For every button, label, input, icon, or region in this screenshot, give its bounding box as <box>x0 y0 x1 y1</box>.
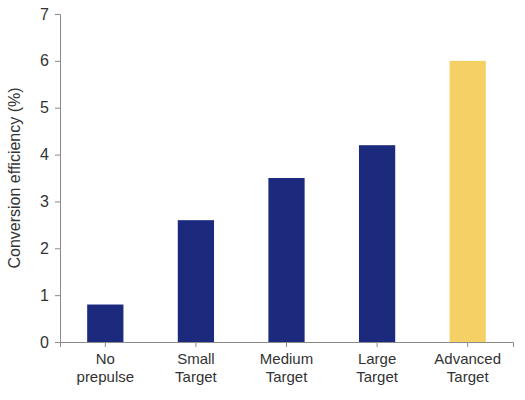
bar <box>87 305 123 342</box>
bar <box>178 220 214 342</box>
x-tick-label-line: prepulse <box>77 368 135 385</box>
x-tick-mark <box>195 342 196 347</box>
x-tick-label-line: Target <box>175 368 218 385</box>
y-tick: 1 <box>40 287 60 304</box>
y-tick-mark <box>55 201 60 202</box>
y-tick: 0 <box>40 334 60 351</box>
y-tick-label: 5 <box>40 99 49 116</box>
y-tick-label: 3 <box>40 193 49 210</box>
y-tick-label: 6 <box>40 52 49 69</box>
x-tick-mark <box>286 342 287 347</box>
x-tick-label-line: Small <box>177 350 215 367</box>
y-tick: 4 <box>40 146 60 163</box>
bars <box>87 61 486 342</box>
plot: 01234567NoprepulseSmallTargetMediumTarge… <box>40 6 513 385</box>
y-tick: 6 <box>40 52 60 69</box>
y-tick: 7 <box>40 6 60 23</box>
y-tick-mark <box>55 295 60 296</box>
y-tick-mark <box>55 14 60 15</box>
x-tick-label: LargeTarget <box>356 350 399 385</box>
x-tick-label: Noprepulse <box>77 350 135 385</box>
x-tick-label: SmallTarget <box>175 350 218 385</box>
y-axis-title: Conversion efficiency (%) <box>6 87 23 268</box>
x-tick-label-line: No <box>96 350 115 367</box>
y-tick-label: 2 <box>40 240 49 257</box>
y-tick: 2 <box>40 240 60 257</box>
x-tick: SmallTarget <box>175 342 218 385</box>
y-tick-mark <box>55 108 60 109</box>
y-tick-mark <box>55 248 60 249</box>
bar <box>268 178 304 342</box>
x-tick-mark <box>377 342 378 347</box>
y-axis: 0 1 2 3 4 5 6 7 <box>40 6 60 351</box>
x-tick-label-line: Large <box>358 350 396 367</box>
x-tick-label-line: Advanced <box>434 350 501 367</box>
x-tick-label: AdvancedTarget <box>434 350 501 385</box>
x-tick: Noprepulse <box>77 342 135 385</box>
y-tick-label: 4 <box>40 146 49 163</box>
x-tick-mark <box>467 342 468 347</box>
x-tick-label-line: Target <box>266 368 309 385</box>
bar <box>359 145 395 342</box>
bar <box>450 61 486 342</box>
x-axis-line <box>61 343 514 348</box>
y-tick-mark <box>55 342 60 343</box>
y-tick: 3 <box>40 193 60 210</box>
x-tick-label-line: Medium <box>260 350 313 367</box>
x-tick-label: MediumTarget <box>260 350 313 385</box>
y-tick-label: 7 <box>40 6 49 23</box>
x-tick-mark <box>105 342 106 347</box>
y-tick-mark <box>55 61 60 62</box>
y-tick-label: 0 <box>40 334 49 351</box>
x-tick-label-line: Target <box>447 368 490 385</box>
y-tick: 5 <box>40 99 60 116</box>
y-axis-line <box>55 15 61 343</box>
x-tick-label-line: Target <box>356 368 399 385</box>
x-tick: AdvancedTarget <box>434 342 501 385</box>
y-tick-label: 1 <box>40 287 49 304</box>
x-tick: LargeTarget <box>356 342 399 385</box>
x-axis: NoprepulseSmallTargetMediumTargetLargeTa… <box>61 342 514 385</box>
x-tick: MediumTarget <box>260 342 313 385</box>
y-tick-mark <box>55 155 60 156</box>
chart: 01234567NoprepulseSmallTargetMediumTarge… <box>0 0 525 400</box>
